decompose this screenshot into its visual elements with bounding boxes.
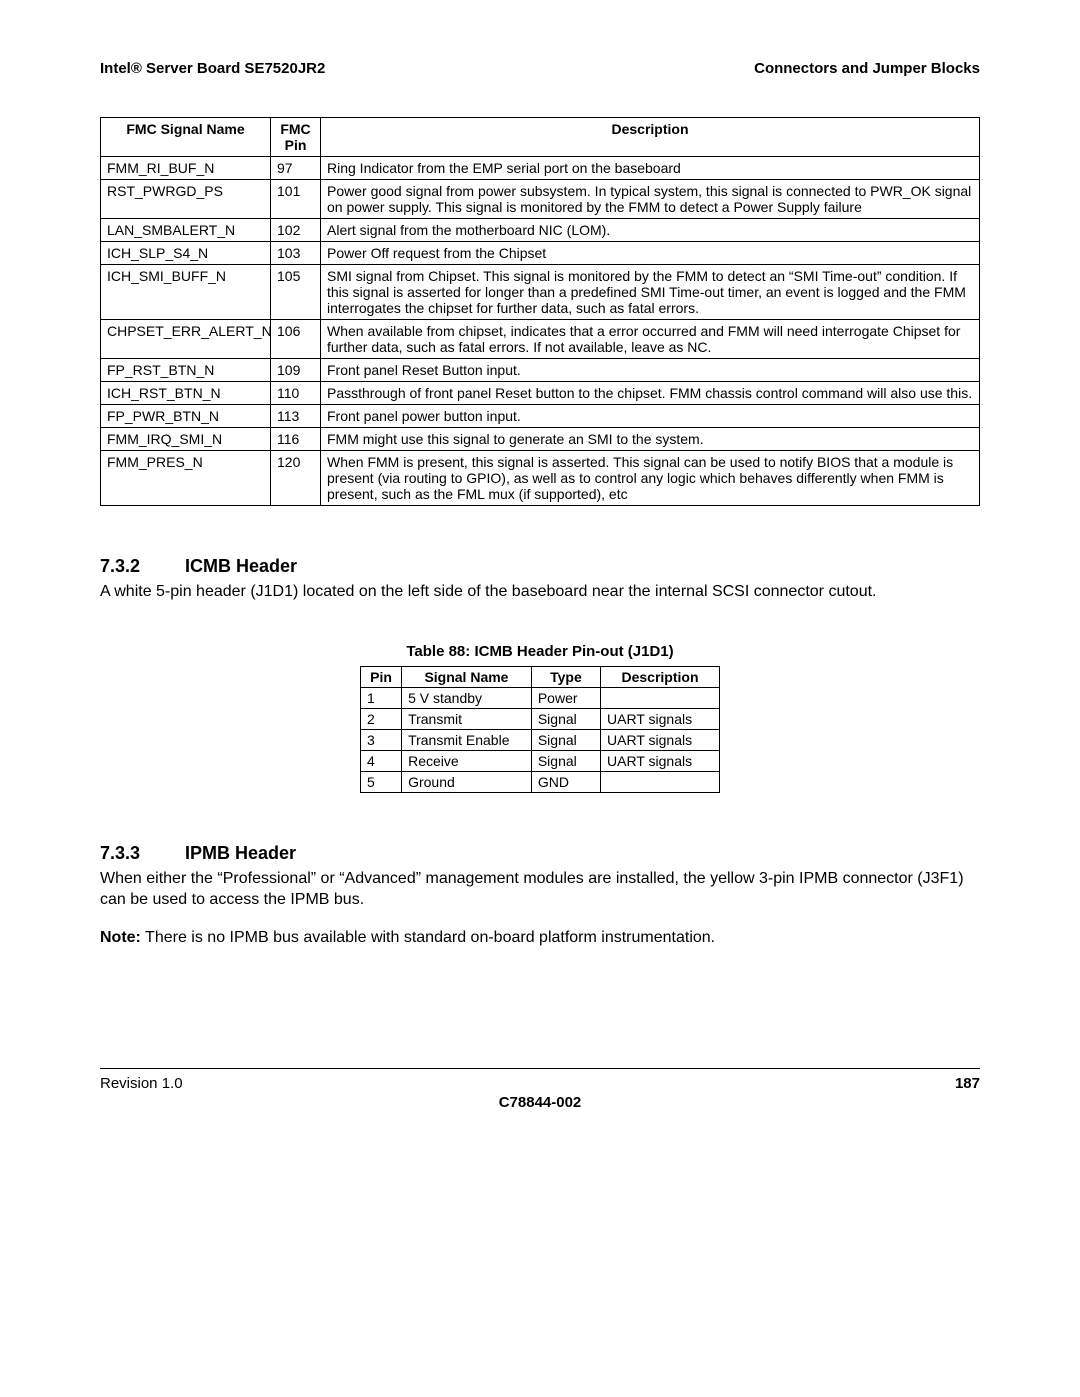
cell-desc: Passthrough of front panel Reset button … bbox=[321, 382, 980, 405]
footer-page-number: 187 bbox=[955, 1075, 980, 1092]
icmb-header-table: Pin Signal Name Type Description 15 V st… bbox=[360, 666, 720, 793]
cell-pin: 5 bbox=[361, 771, 402, 792]
th-pin: Pin bbox=[361, 666, 402, 687]
th-type: Type bbox=[531, 666, 600, 687]
table-row: 15 V standbyPower bbox=[361, 687, 720, 708]
cell-name: LAN_SMBALERT_N bbox=[101, 219, 271, 242]
table-row: 5GroundGND bbox=[361, 771, 720, 792]
footer-revision: Revision 1.0 bbox=[100, 1075, 183, 1092]
cell-name: FMM_IRQ_SMI_N bbox=[101, 428, 271, 451]
table-header-row: Pin Signal Name Type Description bbox=[361, 666, 720, 687]
cell-pin: 102 bbox=[271, 219, 321, 242]
cell-name: FP_PWR_BTN_N bbox=[101, 405, 271, 428]
section-number: 7.3.3 bbox=[100, 843, 180, 864]
cell-pin: 101 bbox=[271, 180, 321, 219]
cell-desc: UART signals bbox=[601, 750, 720, 771]
page-header: Intel® Server Board SE7520JR2 Connectors… bbox=[100, 60, 980, 77]
cell-desc: Front panel Reset Button input. bbox=[321, 359, 980, 382]
th-desc: Description bbox=[321, 118, 980, 157]
fmc-signals-table: FMC Signal Name FMC Pin Description FMM_… bbox=[100, 117, 980, 506]
section-number: 7.3.2 bbox=[100, 556, 180, 577]
table-row: ICH_RST_BTN_N110Passthrough of front pan… bbox=[101, 382, 980, 405]
cell-desc: Power Off request from the Chipset bbox=[321, 242, 980, 265]
cell-pin: 106 bbox=[271, 320, 321, 359]
table-row: LAN_SMBALERT_N102Alert signal from the m… bbox=[101, 219, 980, 242]
cell-pin: 97 bbox=[271, 157, 321, 180]
note-label: Note: bbox=[100, 929, 141, 946]
cell-name: 5 V standby bbox=[402, 687, 532, 708]
cell-name: ICH_SMI_BUFF_N bbox=[101, 265, 271, 320]
table-row: FMM_PRES_N120When FMM is present, this s… bbox=[101, 451, 980, 506]
table-row: FP_PWR_BTN_N113Front panel power button … bbox=[101, 405, 980, 428]
header-right: Connectors and Jumper Blocks bbox=[754, 60, 980, 77]
footer-doc-number: C78844-002 bbox=[100, 1094, 980, 1111]
cell-name: Transmit bbox=[402, 708, 532, 729]
cell-pin: 103 bbox=[271, 242, 321, 265]
cell-type: Signal bbox=[531, 729, 600, 750]
table-row: FMM_IRQ_SMI_N116FMM might use this signa… bbox=[101, 428, 980, 451]
cell-pin: 110 bbox=[271, 382, 321, 405]
th-name: Signal Name bbox=[402, 666, 532, 687]
cell-desc: Front panel power button input. bbox=[321, 405, 980, 428]
cell-type: Signal bbox=[531, 750, 600, 771]
table-row: ICH_SMI_BUFF_N105SMI signal from Chipset… bbox=[101, 265, 980, 320]
table-row: FMM_RI_BUF_N97Ring Indicator from the EM… bbox=[101, 157, 980, 180]
cell-name: Transmit Enable bbox=[402, 729, 532, 750]
cell-desc: FMM might use this signal to generate an… bbox=[321, 428, 980, 451]
cell-desc: UART signals bbox=[601, 729, 720, 750]
section-7-3-3-title: 7.3.3 IPMB Header bbox=[100, 843, 980, 864]
cell-name: FMM_RI_BUF_N bbox=[101, 157, 271, 180]
section-heading: ICMB Header bbox=[185, 556, 297, 576]
footer: Revision 1.0 187 C78844-002 bbox=[100, 1068, 980, 1111]
cell-type: Signal bbox=[531, 708, 600, 729]
table-header-row: FMC Signal Name FMC Pin Description bbox=[101, 118, 980, 157]
cell-name: CHPSET_ERR_ALERT_N bbox=[101, 320, 271, 359]
cell-pin: 109 bbox=[271, 359, 321, 382]
cell-pin: 4 bbox=[361, 750, 402, 771]
cell-pin: 3 bbox=[361, 729, 402, 750]
cell-name: Ground bbox=[402, 771, 532, 792]
cell-desc bbox=[601, 687, 720, 708]
th-name: FMC Signal Name bbox=[101, 118, 271, 157]
table-88-caption: Table 88: ICMB Header Pin-out (J1D1) bbox=[100, 643, 980, 660]
cell-pin: 113 bbox=[271, 405, 321, 428]
cell-pin: 2 bbox=[361, 708, 402, 729]
cell-desc: When FMM is present, this signal is asse… bbox=[321, 451, 980, 506]
table-row: 2TransmitSignalUART signals bbox=[361, 708, 720, 729]
table-row: FP_RST_BTN_N109Front panel Reset Button … bbox=[101, 359, 980, 382]
table-row: ICH_SLP_S4_N103Power Off request from th… bbox=[101, 242, 980, 265]
cell-desc: Ring Indicator from the EMP serial port … bbox=[321, 157, 980, 180]
note-text: There is no IPMB bus available with stan… bbox=[141, 929, 715, 946]
cell-desc: SMI signal from Chipset. This signal is … bbox=[321, 265, 980, 320]
th-pin: FMC Pin bbox=[271, 118, 321, 157]
table-row: 4ReceiveSignalUART signals bbox=[361, 750, 720, 771]
section-7-3-3-note: Note: There is no IPMB bus available wit… bbox=[100, 927, 980, 949]
section-7-3-2-para: A white 5-pin header (J1D1) located on t… bbox=[100, 581, 980, 603]
cell-type: GND bbox=[531, 771, 600, 792]
table-row: CHPSET_ERR_ALERT_N106When available from… bbox=[101, 320, 980, 359]
header-left: Intel® Server Board SE7520JR2 bbox=[100, 60, 325, 77]
th-desc: Description bbox=[601, 666, 720, 687]
section-7-3-2-title: 7.3.2 ICMB Header bbox=[100, 556, 980, 577]
table-row: RST_PWRGD_PS101Power good signal from po… bbox=[101, 180, 980, 219]
cell-desc: UART signals bbox=[601, 708, 720, 729]
cell-pin: 1 bbox=[361, 687, 402, 708]
cell-name: ICH_SLP_S4_N bbox=[101, 242, 271, 265]
cell-desc: Alert signal from the motherboard NIC (L… bbox=[321, 219, 980, 242]
section-heading: IPMB Header bbox=[185, 843, 296, 863]
cell-name: RST_PWRGD_PS bbox=[101, 180, 271, 219]
cell-name: FMM_PRES_N bbox=[101, 451, 271, 506]
cell-name: ICH_RST_BTN_N bbox=[101, 382, 271, 405]
cell-desc: Power good signal from power subsystem. … bbox=[321, 180, 980, 219]
cell-name: FP_RST_BTN_N bbox=[101, 359, 271, 382]
cell-type: Power bbox=[531, 687, 600, 708]
cell-desc: When available from chipset, indicates t… bbox=[321, 320, 980, 359]
cell-pin: 120 bbox=[271, 451, 321, 506]
table-row: 3Transmit EnableSignalUART signals bbox=[361, 729, 720, 750]
cell-pin: 105 bbox=[271, 265, 321, 320]
cell-pin: 116 bbox=[271, 428, 321, 451]
cell-desc bbox=[601, 771, 720, 792]
cell-name: Receive bbox=[402, 750, 532, 771]
section-7-3-3-para: When either the “Professional” or “Advan… bbox=[100, 868, 980, 911]
